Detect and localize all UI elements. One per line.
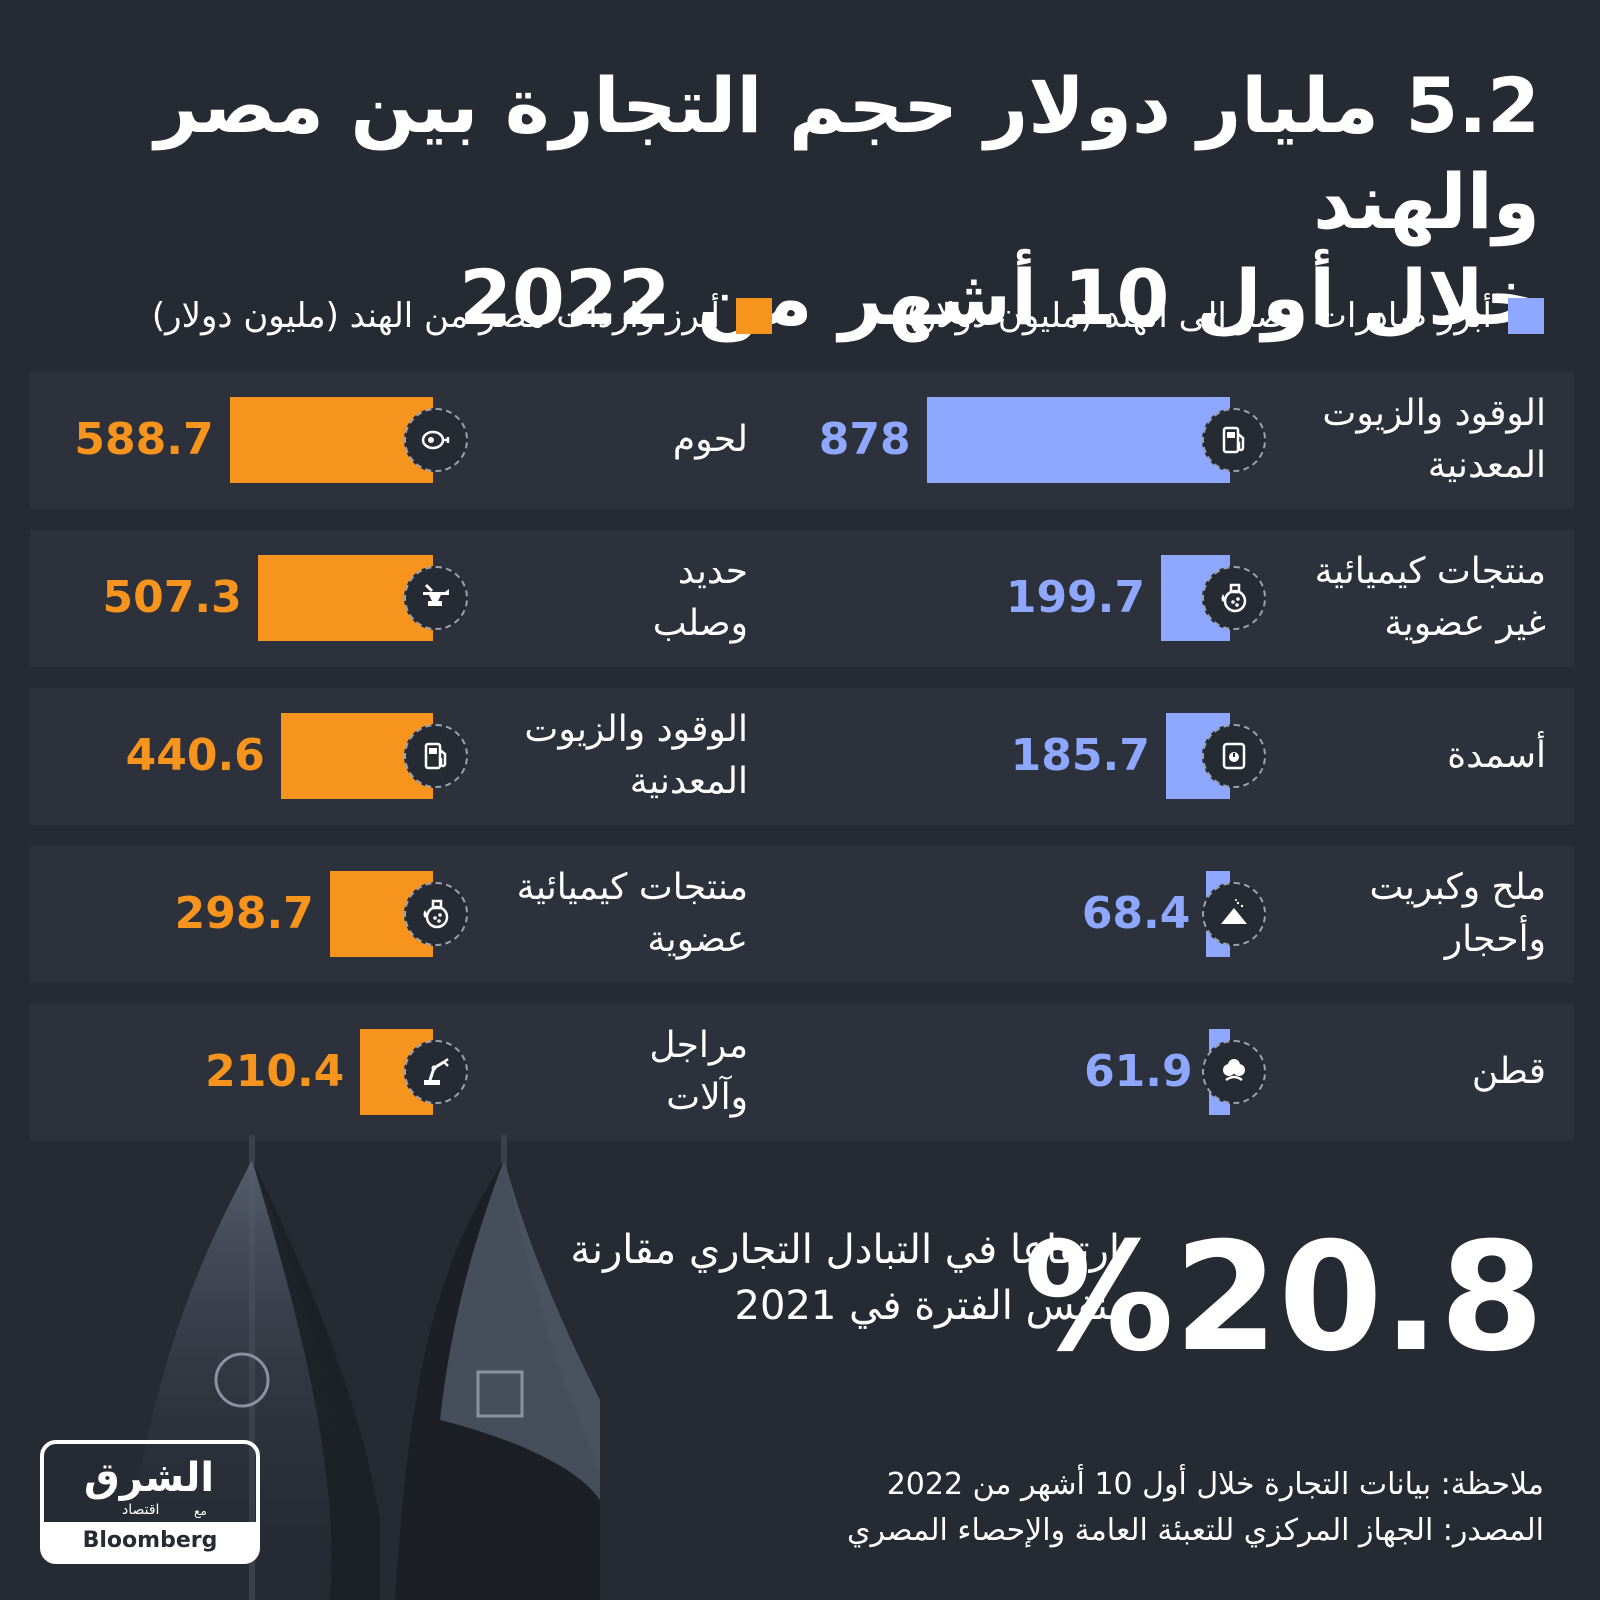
legend-imports-swatch <box>736 298 772 334</box>
exports-value-label: 199.7 <box>1005 572 1146 623</box>
exports-category-label: أسمدة <box>1447 735 1546 776</box>
note-line: ملاحظة: بيانات التجارة خلال أول 10 أشهر … <box>886 1467 1544 1502</box>
flags-illustration <box>120 1135 600 1600</box>
imports-value-label: 507.3 <box>102 572 242 623</box>
stat-percent: %20.8 <box>1023 1211 1544 1385</box>
asharq-bloomberg-logo: الشرق اقتصاد مع Bloomberg <box>40 1440 260 1564</box>
exports-value-label: 185.7 <box>1010 730 1150 781</box>
imports-value-label: 210.4 <box>205 1046 345 1097</box>
salt-pile-icon <box>1202 882 1266 946</box>
imports-bar <box>229 397 433 483</box>
exports-category-label: قطن <box>1471 1051 1546 1092</box>
fuel-pump-icon <box>1202 408 1266 472</box>
imports-category-label: مراجل وآلات <box>649 1025 748 1118</box>
exports-value-label: 68.4 <box>1081 888 1191 939</box>
logo-with: مع <box>194 1504 207 1518</box>
imports-category-label: حديد وصلب <box>652 551 748 644</box>
legend-exports-swatch <box>1508 298 1544 334</box>
stat-description: ارتفاعا في التبادل التجاري مقارنة بنفس ا… <box>570 1227 1120 1329</box>
row-band <box>30 846 1574 983</box>
anvil-icon <box>404 566 468 630</box>
chemical-flask-icon <box>1202 566 1266 630</box>
footnote: ملاحظة: بيانات التجارة خلال أول 10 أشهر … <box>644 1462 1544 1554</box>
imports-category-label: لحوم <box>672 419 748 460</box>
cotton-icon <box>1202 1040 1266 1104</box>
legend-imports: أبرز واردات مصر من الهند (مليون دولار) <box>152 296 772 336</box>
exports-category-label: ملح وكبريت وأحجار <box>1369 867 1546 960</box>
eagle-emblem-icon <box>476 1370 524 1418</box>
logo-sub: اقتصاد <box>122 1502 160 1518</box>
exports-value-label: 878 <box>818 414 911 465</box>
logo-bloomberg: Bloomberg <box>44 1522 256 1560</box>
exports-bar <box>926 397 1230 483</box>
source-line: المصدر: الجهاز المركزي للتعبئة العامة وا… <box>846 1513 1544 1548</box>
title-line-1: 5.2 مليار دولار حجم التجارة بين مصر واله… <box>154 61 1540 246</box>
legend-imports-label: أبرز واردات مصر من الهند (مليون دولار) <box>151 296 720 336</box>
chemical-flask-icon <box>404 882 468 946</box>
imports-bar <box>257 555 433 641</box>
fertilizer-bag-icon <box>1202 724 1266 788</box>
legend-exports-label: أبرز صادرات مصر إلى الهند (مليون دولار) <box>906 296 1492 336</box>
fuel-pump-icon <box>404 724 468 788</box>
exports-value-label: 61.9 <box>1084 1046 1193 1097</box>
meat-icon <box>404 408 468 472</box>
imports-value-label: 298.7 <box>174 888 314 939</box>
legend-exports: أبرز صادرات مصر إلى الهند (مليون دولار) <box>906 296 1544 336</box>
ashoka-chakra-icon <box>214 1352 270 1408</box>
exports-category-label: منتجات كيميائية غير عضوية <box>1314 551 1546 644</box>
imports-category-label: منتجات كيميائية عضوية <box>516 867 748 960</box>
imports-value-label: 588.7 <box>74 414 214 465</box>
imports-value-label: 440.6 <box>125 730 265 781</box>
imports-category-label: الوقود والزيوت المعدنية <box>524 709 748 802</box>
robot-arm-icon <box>404 1040 468 1104</box>
row-band <box>30 1004 1574 1141</box>
exports-category-label: الوقود والزيوت المعدنية <box>1322 393 1546 486</box>
logo-arabic: الشرق <box>84 1455 215 1501</box>
